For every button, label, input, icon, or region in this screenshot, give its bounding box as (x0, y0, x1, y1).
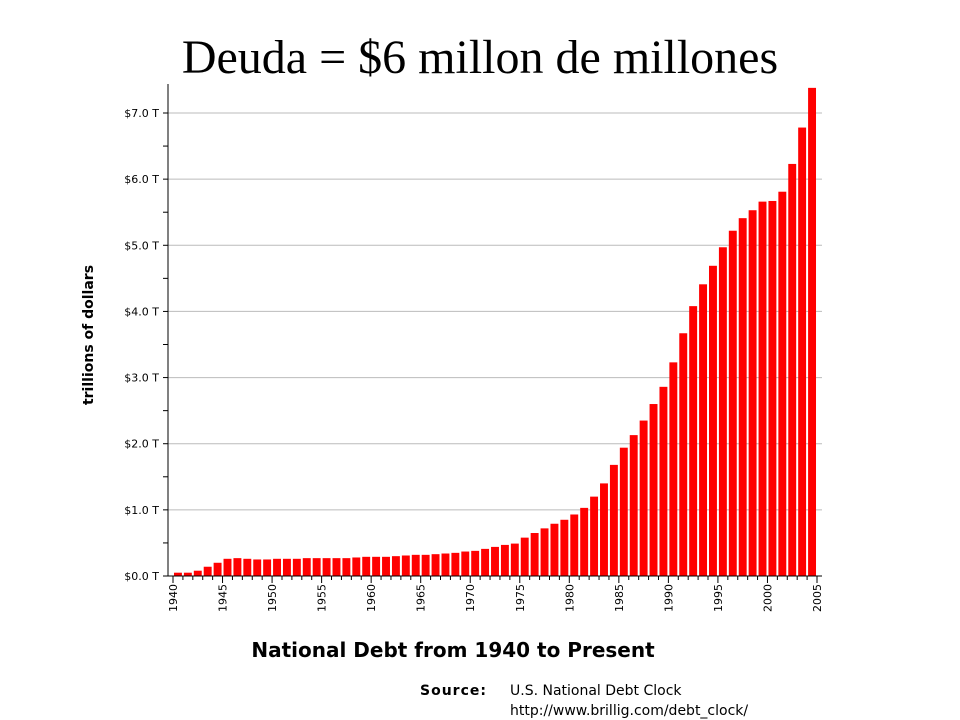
bar-1966 (431, 554, 440, 576)
x-tick-label: 1970 (464, 584, 477, 612)
y-tick-label: $4.0 T (124, 305, 159, 318)
bar-1969 (461, 551, 470, 576)
bar-1968 (451, 552, 460, 576)
bar-1981 (580, 507, 589, 576)
bar-1960 (372, 556, 381, 576)
bar-2001 (778, 191, 787, 576)
bar-2004 (808, 87, 817, 576)
x-tick-label: 1980 (563, 584, 576, 612)
bar-1957 (342, 558, 351, 576)
bar-1974 (510, 543, 519, 576)
x-tick-label: 1965 (415, 584, 428, 612)
x-tick-label: 1995 (712, 584, 725, 612)
x-tick-label: 1990 (662, 584, 675, 612)
x-tick-label: 2005 (811, 584, 824, 612)
bar-1990 (669, 362, 678, 576)
bar-1967 (441, 553, 450, 576)
y-tick-label: $3.0 T (124, 372, 159, 385)
y-tick-label: $2.0 T (124, 438, 159, 451)
bar-1975 (520, 537, 529, 576)
x-tick-label: 1950 (266, 584, 279, 612)
bar-1956 (332, 558, 341, 576)
bar-1950 (273, 558, 281, 576)
x-tick-label: 1955 (316, 584, 329, 612)
bar-1996 (728, 230, 737, 576)
x-tick-label: 1960 (365, 584, 378, 612)
y-tick-label: $1.0 T (124, 504, 159, 517)
x-tick-label: 1975 (514, 584, 527, 612)
bar-layer (173, 87, 817, 577)
y-tick-label: $6.0 T (124, 173, 159, 186)
bar-1978 (550, 523, 559, 576)
bar-1984 (609, 464, 618, 576)
bar-1991 (679, 333, 688, 576)
bar-1987 (639, 420, 648, 576)
source-name: U.S. National Debt Clock (510, 683, 682, 699)
bar-1964 (411, 554, 420, 576)
bar-1952 (292, 558, 301, 576)
x-tick-label: 1940 (167, 584, 180, 612)
bar-1983 (600, 483, 608, 576)
bar-1988 (649, 404, 658, 576)
bar-1970 (471, 550, 480, 576)
y-axis-title: trillions of dollars (81, 265, 97, 405)
bar-1982 (590, 496, 599, 576)
bar-1953 (302, 558, 311, 576)
bar-1963 (401, 555, 410, 576)
x-tick-label: 2000 (761, 584, 774, 612)
bar-1946 (233, 558, 242, 576)
bar-1962 (391, 556, 400, 576)
bar-1959 (362, 556, 371, 576)
bar-1945 (223, 558, 232, 576)
bar-1941 (183, 572, 192, 576)
bar-2003 (798, 127, 807, 577)
x-tick-label: 1945 (217, 584, 230, 612)
slide-title: Deuda = $6 millon de millones (181, 31, 779, 84)
bar-1993 (699, 284, 708, 576)
bar-1961 (382, 556, 390, 576)
bar-1949 (263, 559, 272, 576)
bar-1965 (421, 554, 430, 576)
label-layer: $0.0 T $1.0 T $2.0 T $3.0 T $4.0 T $5.0 T $6.0… (124, 107, 824, 612)
bar-1940 (173, 572, 182, 576)
bar-1972 (491, 546, 499, 576)
bar-1944 (213, 562, 222, 576)
bar-1971 (481, 548, 490, 576)
bar-1999 (758, 201, 767, 577)
bar-1948 (253, 559, 262, 576)
y-tick-label: $7.0 T (124, 107, 159, 120)
chart-title: National Debt from 1940 to Present (251, 638, 655, 662)
bar-1995 (718, 247, 727, 576)
bar-1986 (629, 435, 638, 576)
bar-1955 (322, 558, 331, 576)
bar-1977 (540, 528, 549, 576)
bar-1985 (619, 447, 628, 576)
bar-2000 (768, 200, 777, 576)
x-tick-label: 1985 (613, 584, 626, 612)
bar-2002 (788, 163, 797, 576)
bar-1976 (530, 533, 539, 576)
grid-layer (168, 112, 822, 511)
bar-1992 (689, 306, 698, 576)
y-tick-label: $0.0 T (124, 570, 159, 583)
bar-1998 (748, 210, 757, 577)
bar-1947 (243, 558, 252, 576)
bar-1979 (560, 519, 569, 576)
bar-1958 (352, 557, 361, 576)
y-tick-label: $5.0 T (124, 239, 159, 252)
source-url: http://www.brillig.com/debt_clock/ (510, 703, 748, 719)
bar-1989 (659, 386, 668, 576)
bar-1994 (709, 265, 717, 576)
source-label: Source: (420, 683, 487, 699)
bar-1997 (738, 218, 747, 576)
bar-1943 (203, 566, 212, 576)
bar-1951 (282, 558, 291, 576)
bar-1980 (570, 514, 579, 576)
axis-layer (163, 84, 822, 583)
bar-1954 (312, 558, 321, 576)
bar-1973 (500, 544, 509, 576)
bar-1942 (193, 570, 202, 576)
